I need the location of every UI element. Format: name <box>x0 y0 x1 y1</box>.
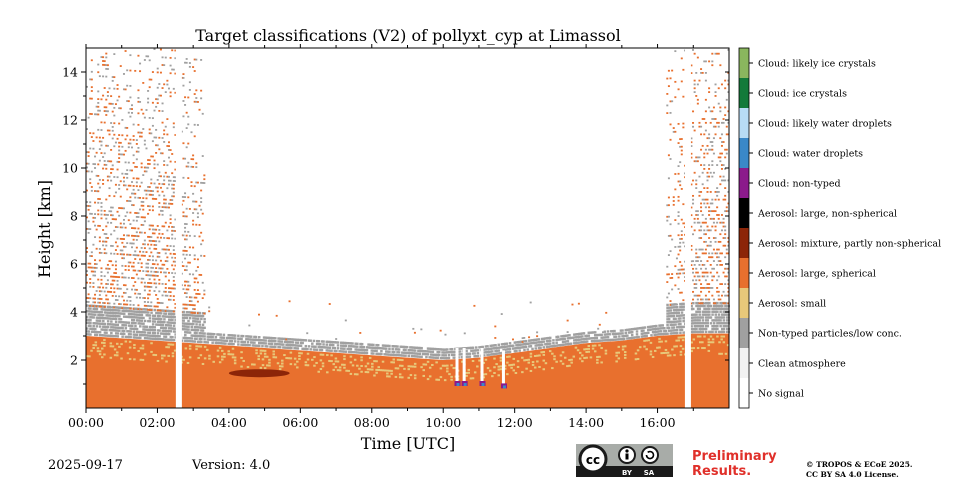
legend-label-1: Clean atmosphere <box>758 359 846 370</box>
cloud-event-1 <box>461 348 468 386</box>
aerosol-layer <box>86 333 729 408</box>
cloud-event-3 <box>500 350 507 389</box>
y-tick-label-3: 8 <box>70 209 78 224</box>
legend-swatch-7 <box>739 168 749 198</box>
legend-swatch-9 <box>739 108 749 138</box>
no-signal-gap-1 <box>684 48 691 408</box>
colorbar-legend: No signal Clean atmosphere Non-typed parti… <box>738 47 941 409</box>
small-aerosol-texture <box>86 335 730 382</box>
y-tick-label-5: 12 <box>62 113 78 128</box>
x-tick-label-3: 06:00 <box>282 415 318 430</box>
x-tick-label-4: 08:00 <box>354 415 390 430</box>
y-axis-label: Height [km] <box>35 180 54 278</box>
legend-label-3: Aerosol: small <box>757 299 826 310</box>
cc-logo-icon <box>578 444 608 474</box>
license-badge: cc BY SA <box>576 444 673 477</box>
x-axis-label: Time [UTC] <box>361 434 455 453</box>
y-tick-label-0: 2 <box>70 353 78 368</box>
copyright-line-2: CC BY SA 4.0 License. <box>806 470 899 479</box>
sa-share-alike-arrow <box>645 450 655 460</box>
x-tick-label-6: 12:00 <box>497 415 533 430</box>
legend-label-7: Cloud: non-typed <box>758 179 841 190</box>
sa-share-alike-icon <box>641 446 659 464</box>
y-tick-label-1: 4 <box>70 305 78 320</box>
legend-label-9: Cloud: likely water droplets <box>758 119 892 130</box>
axes: 00:00 02:00 04:00 06:00 08:00 10:00 12:00 14:00… <box>62 44 730 430</box>
by-person-body <box>625 453 629 460</box>
colorbar-frame <box>738 47 750 409</box>
legend-swatch-11 <box>739 48 749 78</box>
legend-label-4: Aerosol: large, spherical <box>757 269 876 280</box>
cloud-event-2 <box>479 348 486 386</box>
copyright-line-1: © TROPOS & ECoE 2025. <box>806 460 913 469</box>
copyright-note: © TROPOS & ECoE 2025. CC BY SA 4.0 Licen… <box>806 460 913 480</box>
legend-swatch-0 <box>739 378 749 408</box>
preliminary-results-note: Preliminary Results. <box>692 449 777 479</box>
x-tick-label-8: 16:00 <box>640 415 676 430</box>
legend-swatch-1 <box>739 348 749 378</box>
cc-logo-text: cc <box>586 453 600 467</box>
legend-swatch-6 <box>739 198 749 228</box>
mixed-aerosol-patch <box>228 369 290 378</box>
no-signal-gap-0 <box>175 48 182 408</box>
y-tick-label-6: 14 <box>62 65 78 80</box>
x-tick-label-0: 00:00 <box>68 415 104 430</box>
legend-swatch-8 <box>739 138 749 168</box>
sa-label: SA <box>644 469 655 477</box>
plot-area <box>86 48 730 408</box>
legend-swatch-4 <box>739 258 749 288</box>
y-tick-label-4: 10 <box>62 161 78 176</box>
legend-label-5: Aerosol: mixture, partly non-spherical <box>757 239 941 250</box>
x-tick-label-7: 14:00 <box>568 415 604 430</box>
x-tick-label-2: 04:00 <box>211 415 247 430</box>
cloud-event-0 <box>454 348 461 386</box>
legend-label-10: Cloud: ice crystals <box>758 89 847 100</box>
x-tick-label-1: 02:00 <box>139 415 175 430</box>
chart-title: Target classifications (V2) of pollyxt_c… <box>195 26 621 45</box>
x-tick-label-5: 10:00 <box>425 415 461 430</box>
legend-swatch-10 <box>739 78 749 108</box>
scatter-texture <box>86 48 730 360</box>
by-person-head <box>625 449 629 453</box>
legend-label-11: Cloud: likely ice crystals <box>758 59 876 70</box>
legend-swatch-2 <box>739 318 749 348</box>
by-label: BY <box>622 469 633 477</box>
legend-label-0: No signal <box>758 389 804 400</box>
legend-swatch-3 <box>739 288 749 318</box>
legend-swatch-5 <box>739 228 749 258</box>
y-tick-label-2: 6 <box>70 257 78 272</box>
license-badge-bottom-strip <box>576 466 673 477</box>
preliminary-line-2: Results. <box>692 464 752 479</box>
legend-label-8: Cloud: water droplets <box>758 149 863 160</box>
legend-label-2: Non-typed particles/low conc. <box>758 329 902 340</box>
preliminary-line-1: Preliminary <box>692 449 777 464</box>
date-label: 2025-09-17 <box>48 458 123 473</box>
version-label: Version: 4.0 <box>192 458 271 473</box>
legend-label-6: Aerosol: large, non-spherical <box>757 209 897 220</box>
